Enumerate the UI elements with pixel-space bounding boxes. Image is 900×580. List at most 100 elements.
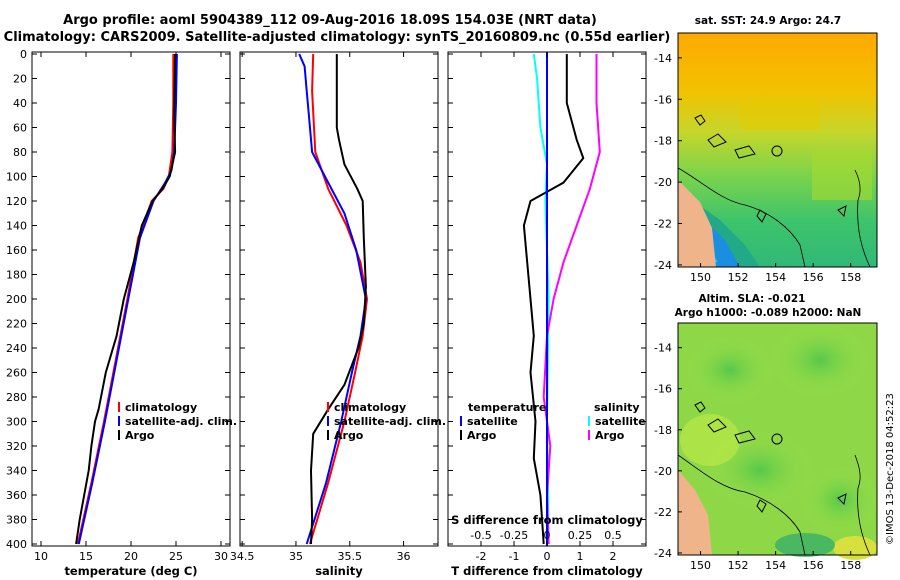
legend-label-climatology: climatology bbox=[125, 401, 197, 414]
legend-label-satellite: satellite-adj. clim. bbox=[334, 415, 446, 428]
sla-bright-patch bbox=[680, 414, 740, 466]
legend-label-satellite: satellite-adj. clim. bbox=[125, 415, 237, 428]
sla-map-title-line1: Altim. SLA: -0.021 bbox=[699, 293, 806, 305]
argo-position-marker bbox=[771, 433, 783, 445]
depth-tick-label: 120 bbox=[6, 195, 27, 208]
x-tick-label: 15 bbox=[79, 550, 93, 563]
legend-label-climatology: climatology bbox=[334, 401, 406, 414]
legend-label-t-satellite: satellite bbox=[467, 415, 518, 428]
x-tick-label: 25 bbox=[169, 550, 183, 563]
sst-map-frame bbox=[677, 32, 878, 268]
latitude-tick-label: -16 bbox=[654, 93, 672, 106]
depth-tick-label: 320 bbox=[6, 440, 27, 453]
sla-low-patch bbox=[775, 533, 835, 557]
x-tick-label: 10 bbox=[34, 550, 48, 563]
latitude-tick-label: -18 bbox=[654, 424, 672, 437]
longitude-tick-label: 158 bbox=[840, 271, 861, 284]
depth-tick-label: 100 bbox=[6, 171, 27, 184]
depth-tick-label: 260 bbox=[6, 367, 27, 380]
series-line-argo bbox=[310, 54, 367, 545]
x2-tick-label: -0.25 bbox=[500, 529, 528, 542]
temperature-axis-label: temperature (deg C) bbox=[64, 564, 197, 578]
sla-blob bbox=[770, 322, 870, 398]
x2-tick-label: -0.5 bbox=[470, 529, 491, 542]
latitude-tick-label: -14 bbox=[654, 342, 672, 355]
depth-tick-label: 200 bbox=[6, 293, 27, 306]
latitude-tick-label: -22 bbox=[654, 506, 672, 519]
legend-label-s-argo: Argo bbox=[595, 429, 625, 442]
depth-tick-label: 360 bbox=[6, 489, 27, 502]
x-tick-label: 20 bbox=[124, 550, 138, 563]
salinity-legend: climatology satellite-adj. clim. Argo bbox=[327, 401, 446, 442]
x-tick-label: 34.5 bbox=[230, 550, 255, 563]
reef-outline bbox=[694, 114, 847, 223]
series-line-climatology bbox=[76, 54, 175, 545]
latitude-tick-label: -24 bbox=[654, 547, 672, 560]
difference-plot bbox=[522, 52, 601, 546]
sst-map bbox=[677, 32, 878, 268]
bathymetry-contour bbox=[677, 167, 806, 268]
sst-map-title: sat. SST: 24.9 Argo: 24.7 bbox=[695, 15, 841, 27]
series-line-satellite-adj-clim- bbox=[298, 53, 367, 545]
depth-axis: 0 20 40 60 80 100 120 140 160 180 200 220 240 260 280 3… bbox=[6, 48, 646, 551]
depth-tick-label: 20 bbox=[13, 73, 27, 86]
map-axes: -14 -16 -18 -20 -22 -24 150 152 154 156 158 -14 -16 -… bbox=[654, 52, 861, 572]
salinity-axis-label: salinity bbox=[315, 564, 363, 578]
sst-warm-patch bbox=[740, 100, 820, 130]
sst-cool-patch bbox=[812, 150, 872, 200]
bathymetry-contour bbox=[854, 454, 871, 556]
latitude-tick-label: -24 bbox=[654, 259, 672, 272]
x-tick-label: 36 bbox=[397, 550, 411, 563]
x-tick-label: 1 bbox=[577, 550, 584, 563]
depth-tick-label: 280 bbox=[6, 391, 27, 404]
depth-tick-label: 60 bbox=[13, 122, 27, 135]
imos-timestamp: ©IMOS 13-Dec-2018 04:52:23 bbox=[885, 393, 896, 545]
difference-legend: temperature satellite Argo salinity sate… bbox=[460, 401, 646, 442]
x-axes: 10 15 20 25 30 34.5 35 35.5 36 -2 -1 0 1 2 -0.5 -0.25 0 0… bbox=[34, 52, 622, 563]
latitude-tick-label: -18 bbox=[654, 135, 672, 148]
x2-tick-label: 0.5 bbox=[604, 529, 622, 542]
depth-tick-label: 0 bbox=[20, 48, 27, 61]
depth-tick-label: 300 bbox=[6, 416, 27, 429]
depth-tick-label: 160 bbox=[6, 244, 27, 257]
land bbox=[678, 470, 712, 555]
temperature-plot-frame bbox=[31, 51, 231, 547]
sla-blob bbox=[685, 335, 775, 405]
sla-map bbox=[677, 322, 880, 560]
depth-tick-label: 400 bbox=[6, 538, 27, 551]
depth-tick-label: 340 bbox=[6, 465, 27, 478]
series-line-s-argo bbox=[542, 54, 601, 545]
series-line-t-argo bbox=[522, 54, 585, 545]
sla-warm-patch bbox=[833, 536, 877, 560]
x2-tick-label: 0.25 bbox=[568, 529, 593, 542]
longitude-tick-label: 150 bbox=[690, 271, 711, 284]
reef-outline bbox=[694, 401, 847, 513]
x-tick-label: 35.5 bbox=[338, 550, 363, 563]
depth-tick-label: 140 bbox=[6, 220, 27, 233]
depth-tick-label: 240 bbox=[6, 342, 27, 355]
longitude-tick-label: 156 bbox=[803, 271, 824, 284]
legend-label-s-satellite: satellite bbox=[595, 415, 646, 428]
argo-position-marker bbox=[771, 145, 783, 157]
figure-title-line1: Argo profile: aoml 5904389_112 09-Aug-20… bbox=[63, 13, 597, 28]
series-line-climatology bbox=[308, 53, 368, 545]
x-tick-label: 30 bbox=[214, 550, 228, 563]
series-line-argo bbox=[75, 53, 177, 545]
salinity-plot-frame bbox=[239, 51, 439, 547]
temperature-legend: climatology satellite-adj. clim. Argo bbox=[118, 401, 237, 442]
longitude-tick-label: 152 bbox=[728, 271, 749, 284]
latitude-tick-label: -14 bbox=[654, 52, 672, 65]
figure-title-line2: Climatology: CARS2009. Satellite-adjuste… bbox=[4, 30, 671, 45]
legend-label-argo: Argo bbox=[334, 429, 364, 442]
salinity-plot bbox=[298, 53, 368, 545]
x-tick-label: 2 bbox=[610, 550, 617, 563]
legend-heading-salinity: salinity bbox=[594, 401, 640, 414]
x-tick-label: 0 bbox=[544, 550, 551, 563]
longitude-tick-label: 154 bbox=[765, 559, 786, 572]
bathymetry-contour bbox=[854, 169, 871, 268]
legend-label-argo: Argo bbox=[125, 429, 155, 442]
latitude-tick-label: -20 bbox=[654, 176, 672, 189]
sla-map-title-line2: Argo h1000: -0.089 h2000: NaN bbox=[675, 307, 862, 319]
latitude-tick-label: -20 bbox=[654, 465, 672, 478]
